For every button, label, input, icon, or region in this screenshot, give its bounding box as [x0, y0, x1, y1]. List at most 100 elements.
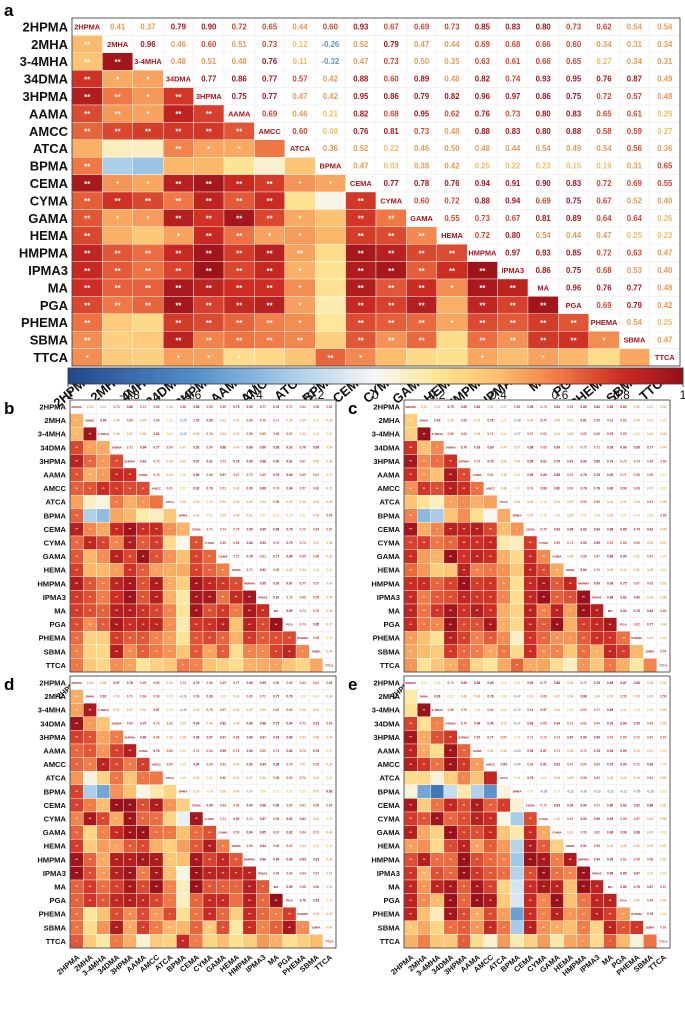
cell-value: 0.88: [607, 595, 613, 599]
cell-value: 0.85: [207, 419, 213, 423]
row-label: AAMA: [377, 747, 400, 756]
cell-value: 0.31: [554, 708, 560, 712]
cell-value: 0.41: [110, 22, 126, 31]
cell-value: 0.52: [167, 473, 173, 477]
cell-value: 0.78: [607, 432, 613, 436]
cell-value: 0.48: [232, 57, 248, 66]
cell-value: 0.47: [353, 162, 368, 171]
cell-value: 0.87: [627, 75, 642, 84]
cell-value: 0.78: [594, 749, 600, 753]
cell-value: 0.52: [634, 844, 640, 848]
cell-value: 0.71: [527, 735, 533, 739]
diagonal-label: PHEMA: [297, 636, 309, 640]
cell-value: 0.13: [541, 514, 547, 518]
cell-value: 0.62: [596, 22, 612, 31]
cell-value: 0.87: [647, 885, 653, 889]
cell-value: 0.97: [193, 459, 199, 463]
cell-value: 0.67: [300, 459, 306, 463]
significance-mark: **: [419, 232, 426, 241]
lower-cell: [417, 839, 431, 854]
cell-value: 0.88: [353, 75, 369, 84]
cell-value: 0.20: [300, 695, 306, 699]
significance-mark: **: [267, 249, 274, 258]
row-label: CEMA: [378, 525, 401, 534]
cell-value: 0.88: [286, 555, 292, 559]
cell-value: 0.35: [326, 500, 332, 504]
cell-value: 0.65: [220, 681, 226, 685]
cell-value: 0.25: [627, 231, 643, 240]
cell-value: 0.60: [620, 419, 626, 423]
cell-value: 0.61: [313, 681, 319, 685]
cell-value: 0.89: [286, 858, 292, 862]
cell-value: 0.46: [326, 650, 332, 654]
cell-value: 0.88: [260, 722, 266, 726]
cell-value: 0.31: [660, 803, 666, 807]
diagonal-label: SBMA: [646, 926, 656, 930]
cell-value: 0.59: [127, 722, 133, 726]
cell-value: 0.95: [634, 722, 640, 726]
lower-cell: [284, 156, 316, 175]
cell-value: 0.81: [580, 419, 586, 423]
row-label: 2HPMA: [39, 679, 66, 688]
cell-value: 0.69: [246, 419, 252, 423]
cell-value: 0.39: [620, 844, 626, 848]
cell-value: 0.50: [487, 749, 493, 753]
diagonal-label: GAMA: [552, 831, 562, 835]
cell-value: 0.63: [207, 763, 213, 767]
cell-value: 0.68: [505, 40, 521, 49]
row-label: CEMA: [30, 176, 69, 191]
cell-value: 0.21: [300, 514, 306, 518]
cell-value: 0.87: [260, 817, 266, 821]
cell-value: 0.58: [273, 776, 279, 780]
diagonal-label: IPMA3: [592, 595, 602, 599]
cell-value: 0.81: [541, 763, 547, 767]
cell-value: 0.92: [246, 763, 252, 767]
cell-value: 0.60: [313, 487, 319, 491]
cell-value: 0.65: [300, 555, 306, 559]
cell-value: 0.54: [286, 500, 292, 504]
significance-mark: **: [175, 284, 182, 293]
cell-value: 0.56: [627, 144, 643, 153]
diagonal-label: GAMA: [410, 214, 433, 223]
cell-value: 0.54: [657, 22, 673, 31]
lower-cell: [176, 590, 190, 605]
row-label: IPMA3: [377, 593, 400, 602]
cell-value: 0.11: [501, 432, 507, 436]
cell-value: 0.71: [313, 831, 319, 835]
cell-value: 0.64: [596, 214, 612, 223]
lower-cell: [616, 934, 631, 949]
significance-mark: **: [571, 319, 578, 328]
cell-value: 0.45: [527, 419, 533, 423]
diagonal-label: 2HPMA: [405, 681, 416, 685]
cell-value: 0.18: [660, 636, 666, 640]
lower-cell: [229, 658, 244, 673]
row-label: 3-4MHA: [372, 706, 401, 715]
cell-value: 0.39: [220, 514, 226, 518]
cell-value: 0.46: [171, 40, 187, 49]
cell-value: 0.24: [474, 708, 480, 712]
cell-value: 0.65: [313, 803, 319, 807]
row-label: CYMA: [44, 539, 67, 548]
diagonal-label: CYMA: [539, 541, 549, 545]
row-label: CYMA: [378, 539, 401, 548]
cell-value: 0.47: [596, 231, 611, 240]
cell-value: 0.76: [596, 75, 612, 84]
row-label: 3-4MHA: [38, 706, 67, 715]
cell-value: 0.77: [262, 92, 277, 101]
cell-value: 0.26: [501, 695, 507, 699]
row-label: 2HPMA: [373, 679, 400, 688]
cell-value: 0.37: [326, 623, 332, 627]
cell-value: 0.54: [220, 432, 226, 436]
diagonal-label: ATCA: [500, 500, 509, 504]
cell-value: 0.43: [300, 568, 306, 572]
cell-value: 0.74: [273, 487, 279, 491]
cell-value: 0.35: [444, 57, 460, 66]
row-label: 34DMA: [40, 719, 66, 728]
cell-value: 0.77: [384, 179, 399, 188]
cell-value: 0.23: [657, 231, 673, 240]
cell-value: 0.54: [313, 912, 319, 916]
significance-mark: **: [206, 302, 213, 311]
cell-value: 0.51: [167, 681, 173, 685]
cell-value: 0.44: [607, 500, 613, 504]
cell-value: 0.08: [660, 763, 666, 767]
